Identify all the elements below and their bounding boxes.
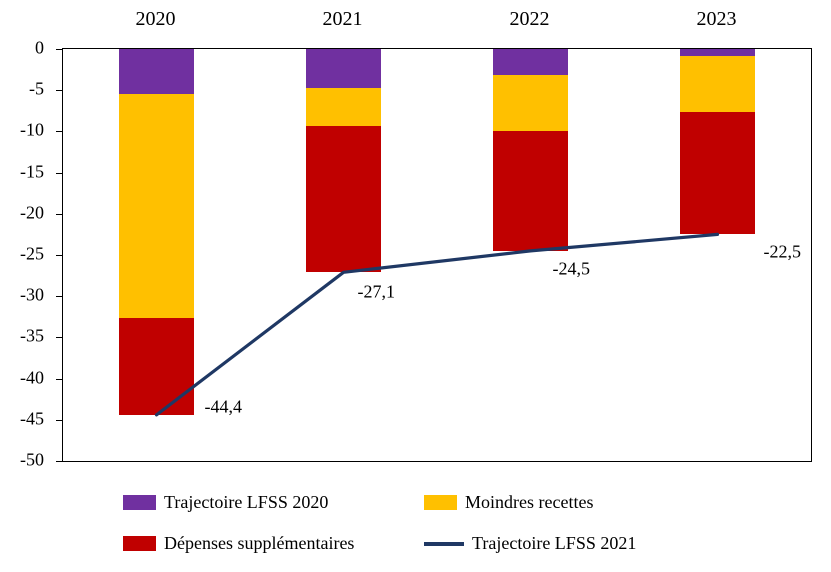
bar-segment-depenses-supplementaires bbox=[493, 130, 568, 251]
y-axis-label: -45 bbox=[20, 408, 44, 429]
y-axis-tick bbox=[56, 131, 63, 133]
line-point-label: -22,5 bbox=[763, 241, 802, 262]
x-axis-label: 2023 bbox=[696, 8, 737, 30]
y-axis-label: -40 bbox=[20, 367, 44, 388]
y-axis-label: -10 bbox=[20, 119, 44, 140]
legend-label: Trajectoire LFSS 2020 bbox=[164, 492, 329, 512]
line-point-label: -44,4 bbox=[204, 396, 243, 417]
bar-segment-trajectoire-lfss-2020 bbox=[306, 49, 381, 88]
y-axis-tick bbox=[56, 419, 63, 421]
bar-segment-moindres-recettes bbox=[306, 87, 381, 127]
legend-swatch bbox=[123, 536, 156, 551]
trajectory-line bbox=[154, 232, 720, 417]
legend-item: Trajectoire LFSS 2020 bbox=[123, 492, 424, 513]
y-axis-tick bbox=[56, 255, 63, 256]
y-axis-label: -30 bbox=[20, 284, 44, 305]
y-axis-label: -50 bbox=[20, 449, 44, 470]
legend-swatch bbox=[424, 495, 457, 510]
legend-line-marker bbox=[424, 541, 464, 546]
y-axis-tick bbox=[56, 90, 63, 92]
legend: Trajectoire LFSS 2020 Moindres recettes Dé… bbox=[123, 492, 636, 554]
y-axis-label: -20 bbox=[20, 202, 44, 223]
x-axis-label: 2022 bbox=[509, 8, 550, 30]
bar-segment-trajectoire-lfss-2020 bbox=[119, 49, 194, 95]
x-axis-labels: 2020 2021 2022 2023 bbox=[62, 6, 812, 38]
legend-item: Trajectoire LFSS 2021 bbox=[424, 533, 636, 554]
y-axis-label: -5 bbox=[29, 78, 44, 99]
y-axis-label: 0 bbox=[35, 37, 44, 58]
y-axis-tick bbox=[56, 337, 63, 339]
y-axis-tick bbox=[56, 296, 63, 298]
y-axis-tick bbox=[56, 461, 63, 462]
legend-label: Moindres recettes bbox=[465, 492, 594, 512]
line-point-label: -24,5 bbox=[552, 258, 591, 279]
y-axis-tick bbox=[56, 172, 63, 174]
y-axis-label: -25 bbox=[20, 243, 44, 264]
legend-label: Dépenses supplémentaires bbox=[164, 533, 355, 553]
bar-segment-depenses-supplementaires bbox=[306, 126, 381, 273]
y-axis: 0 -5 -10 -15 -20 -25 -30 -35 -40 -45 -50 bbox=[0, 38, 56, 470]
y-axis-label: -15 bbox=[20, 161, 44, 182]
legend-item: Moindres recettes bbox=[424, 492, 636, 513]
bar-segment-depenses-supplementaires bbox=[119, 318, 194, 415]
legend-label: Trajectoire LFSS 2021 bbox=[472, 533, 637, 553]
bar-segment-moindres-recettes bbox=[680, 55, 755, 112]
line-point-label: -27,1 bbox=[357, 281, 396, 302]
bar-segment-depenses-supplementaires bbox=[680, 111, 755, 235]
plot-area: -44,4 -27,1 -24,5 -22,5 bbox=[56, 48, 812, 462]
legend-item: Dépenses supplémentaires bbox=[123, 533, 424, 554]
y-axis-tick bbox=[56, 213, 63, 215]
x-axis-label: 2020 bbox=[135, 8, 176, 30]
y-axis-tick bbox=[56, 49, 63, 50]
y-axis-label: -35 bbox=[20, 325, 44, 346]
bar-segment-moindres-recettes bbox=[119, 94, 194, 319]
y-axis-tick bbox=[56, 378, 63, 380]
bar-segment-trajectoire-lfss-2020 bbox=[680, 49, 755, 56]
bar-segment-moindres-recettes bbox=[493, 75, 568, 131]
bar-segment-trajectoire-lfss-2020 bbox=[493, 49, 568, 76]
x-axis-label: 2021 bbox=[322, 8, 363, 30]
legend-swatch bbox=[123, 495, 156, 510]
